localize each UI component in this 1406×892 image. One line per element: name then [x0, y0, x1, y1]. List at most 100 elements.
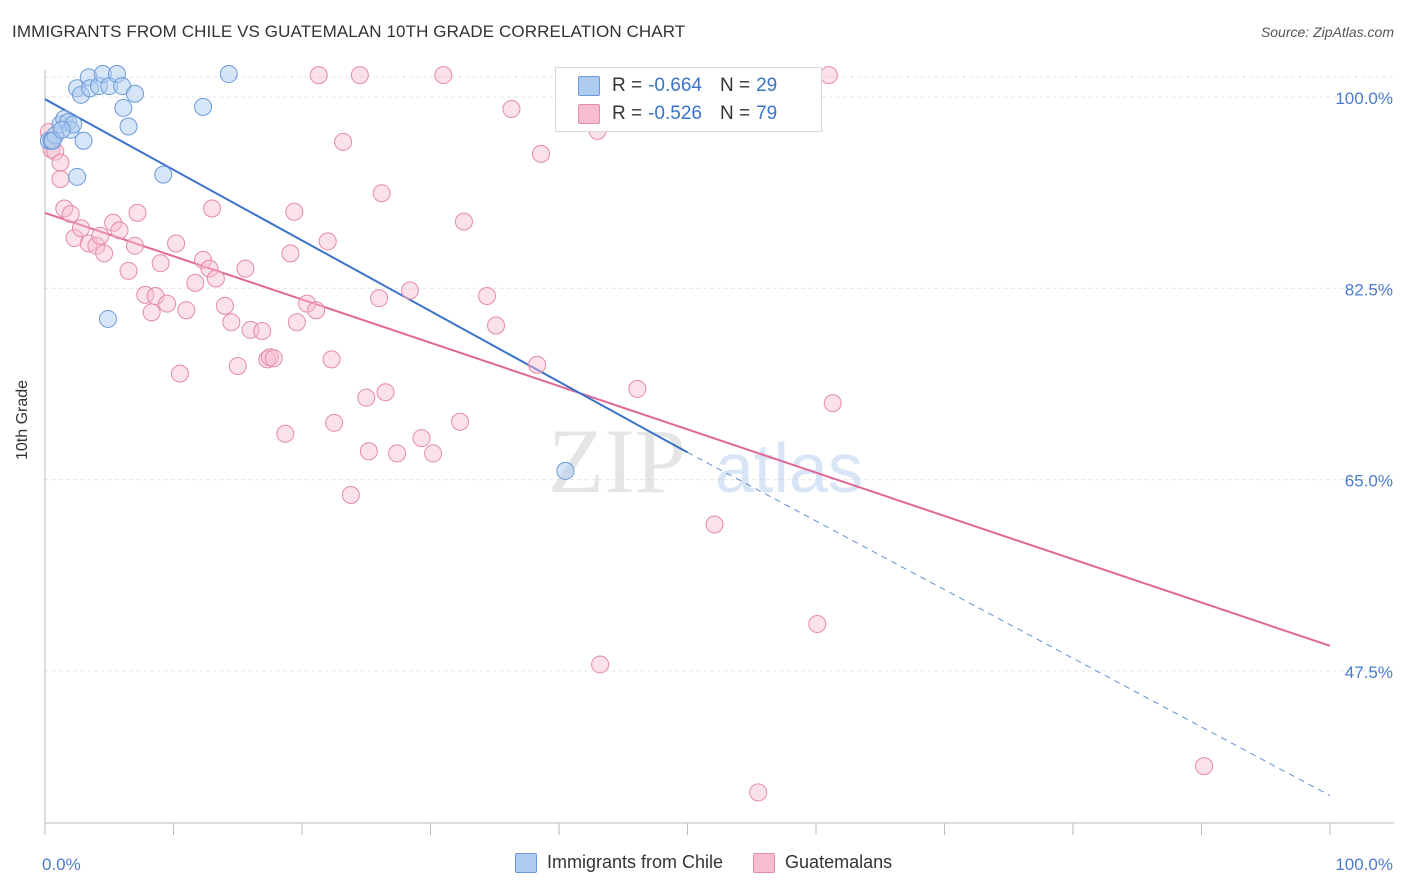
point-guatemalans [357, 388, 376, 407]
point-chile [98, 309, 117, 328]
point-guatemalans [532, 144, 551, 163]
point-guatemalans [823, 394, 842, 413]
bottom-legend-swatch-guatemalans [753, 852, 776, 873]
data-points [39, 65, 1214, 802]
point-guatemalans [61, 204, 80, 223]
point-guatemalans [119, 261, 138, 280]
legend-n-value: 79 [756, 103, 778, 124]
point-guatemalans [819, 66, 838, 85]
point-guatemalans [151, 254, 170, 273]
point-guatemalans [110, 221, 129, 240]
point-guatemalans [281, 244, 300, 263]
point-guatemalans [309, 66, 328, 85]
watermark-atlas: atlas [715, 429, 863, 507]
point-guatemalans [388, 444, 407, 463]
y-tick-label: 65.0% [1345, 472, 1393, 491]
point-guatemalans [451, 412, 470, 431]
chart-title: IMMIGRANTS FROM CHILE VS GUATEMALAN 10TH… [12, 22, 686, 41]
point-guatemalans [51, 153, 70, 172]
point-guatemalans [487, 316, 506, 335]
point-guatemalans [322, 350, 341, 369]
y-tick-label: 100.0% [1335, 89, 1393, 108]
legend-row-guatemalans: R = -0.526 N = 79 [578, 103, 777, 125]
point-guatemalans [167, 234, 186, 253]
point-chile [52, 120, 71, 139]
source-credit: Source: ZipAtlas.com [1260, 24, 1394, 40]
point-guatemalans [236, 259, 255, 278]
point-guatemalans [241, 320, 260, 339]
point-guatemalans [1195, 757, 1214, 776]
legend-r-label: R = [612, 75, 643, 96]
point-guatemalans [298, 294, 317, 313]
point-guatemalans [628, 379, 647, 398]
point-guatemalans [215, 296, 234, 315]
point-guatemalans [591, 655, 610, 674]
axes [44, 70, 1394, 835]
point-guatemalans [400, 281, 419, 300]
point-guatemalans [285, 202, 304, 221]
point-guatemalans [258, 350, 277, 369]
legend-swatch-chile [578, 76, 600, 96]
point-guatemalans [370, 289, 389, 308]
point-guatemalans [186, 273, 205, 292]
x-tick-label-max: 100.0% [1335, 855, 1393, 874]
point-guatemalans [253, 321, 272, 340]
legend-row-chile: R = -0.664 N = 29 [578, 75, 777, 97]
bottom-legend-swatch-chile [515, 852, 537, 873]
trend-line-chile-extension [687, 451, 1331, 797]
legend-n-label: N = [719, 75, 751, 96]
point-chile [219, 65, 238, 84]
point-guatemalans [206, 269, 225, 288]
point-chile [194, 97, 213, 116]
grid-lines [45, 76, 1394, 672]
tick-labels: 100.0% 82.5% 65.0% 47.5% 0.0% 100.0% [42, 89, 1393, 874]
y-axis-title: 10th Grade [14, 379, 31, 460]
point-guatemalans [177, 301, 196, 320]
point-guatemalans [128, 203, 147, 222]
legend-r-label: R = [612, 103, 643, 124]
point-guatemalans [200, 259, 219, 278]
point-guatemalans [91, 226, 110, 245]
point-guatemalans [502, 100, 521, 119]
legend-n-value: 29 [756, 75, 778, 96]
point-chile [154, 165, 173, 184]
point-guatemalans [350, 66, 369, 85]
point-guatemalans [170, 364, 189, 383]
point-chile [119, 117, 138, 136]
point-guatemalans [222, 313, 241, 332]
trend-lines [44, 98, 1331, 797]
point-guatemalans [341, 485, 360, 504]
point-guatemalans [528, 355, 547, 374]
legend-box: R = -0.664 N = 29 R = -0.526 N = 79 [555, 67, 822, 132]
y-tick-label: 82.5% [1345, 280, 1393, 299]
point-guatemalans [334, 132, 353, 151]
point-chile [114, 98, 133, 117]
point-guatemalans [228, 356, 247, 375]
point-guatemalans [325, 413, 344, 432]
x-tick-label-min: 0.0% [42, 855, 81, 874]
bottom-legend: Immigrants from Chile Guatemalans [515, 852, 892, 873]
point-guatemalans [307, 301, 326, 320]
legend-swatch-guatemalans [578, 104, 600, 124]
y-tick-label: 47.5% [1345, 663, 1393, 682]
point-guatemalans [359, 442, 378, 461]
legend-n-label: N = [719, 103, 751, 124]
point-chile [68, 167, 87, 186]
point-guatemalans [434, 66, 453, 85]
point-chile [74, 131, 93, 150]
point-guatemalans [51, 170, 70, 188]
point-guatemalans [749, 783, 768, 802]
point-guatemalans [372, 184, 391, 203]
point-guatemalans [203, 199, 222, 218]
point-guatemalans [478, 286, 497, 305]
point-guatemalans [808, 614, 827, 633]
trend-line-chile [44, 98, 688, 454]
point-guatemalans [158, 294, 177, 313]
point-guatemalans [87, 236, 106, 255]
point-guatemalans [125, 236, 144, 255]
point-guatemalans [287, 313, 306, 332]
bottom-legend-label-guatemalans: Guatemalans [785, 852, 893, 872]
watermark-zip: ZIP [548, 410, 686, 512]
point-guatemalans [454, 212, 473, 231]
